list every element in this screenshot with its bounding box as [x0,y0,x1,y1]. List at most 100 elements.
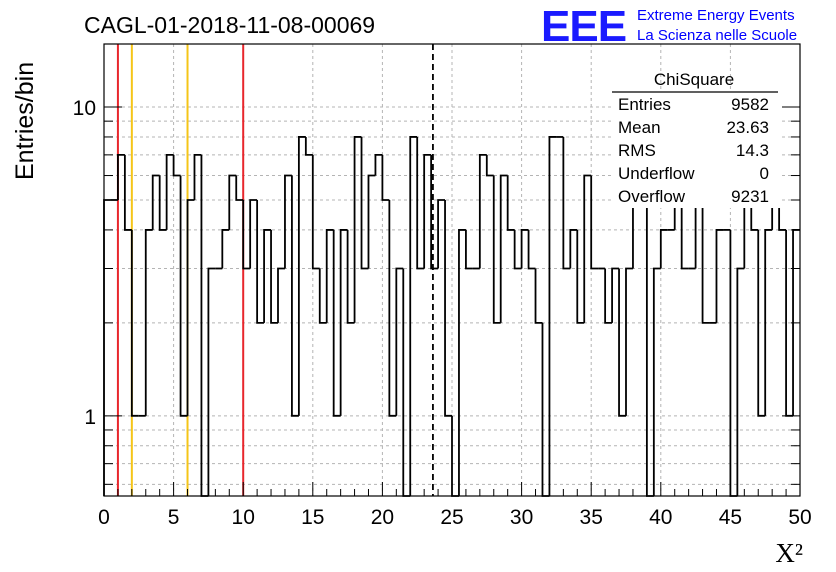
stats-label-rms: RMS [618,141,656,160]
histogram-bin [652,267,661,496]
y-tick-label: 10 [73,97,96,120]
stats-title: ChiSquare [654,70,734,89]
histogram-bin [402,268,411,497]
histogram-bin [284,174,292,269]
x-tick-label: 5 [168,506,180,529]
histogram-bin [485,154,494,177]
histogram-bin [172,154,181,177]
stats-box-background [612,90,782,208]
stats-row: Entries 9582 [618,95,769,114]
stats-row: RMS 14.3 [618,141,769,160]
stats-value-overflow: 9231 [731,187,769,206]
x-tick-labels: 0 5 10 15 20 25 30 35 40 45 50 [98,506,812,529]
stats-row: Overflow 9231 [618,187,769,206]
axis-ticks [103,106,801,496]
x-axis-title: X² [775,538,803,568]
histogram-bin [541,322,550,497]
histogram-bin [513,229,522,270]
histogram-bin [729,229,738,497]
histogram-bin [367,174,376,269]
stats-value-mean: 23.63 [726,118,769,137]
histogram-bin [569,229,578,269]
histogram-bin [332,229,341,417]
stats-row: Underflow 0 [618,164,769,183]
histogram-bin [277,267,285,323]
histogram-bin [242,199,251,270]
histogram-bin [325,229,334,323]
histogram-bin [346,229,355,324]
histogram-bin [158,175,167,231]
histogram-bin [409,136,418,496]
histogram-bin [625,267,633,416]
stats-value-entries: 9582 [731,95,769,114]
histogram-bin [291,175,299,417]
histogram-bin [297,136,306,416]
histogram-bin [123,154,132,231]
histogram-bin [499,174,508,323]
histogram-bin [388,199,397,417]
stats-label-mean: Mean [618,118,661,137]
histogram-bin [506,175,515,231]
histogram-bin [256,199,265,324]
histogram-bin [207,267,216,496]
histogram-bin [465,229,473,270]
histogram-bin [611,267,620,323]
eee-logo: EEE [541,2,626,51]
histogram-bin [200,154,209,497]
stats-row: Mean 23.63 [618,118,769,137]
histogram-bin [520,229,529,269]
histogram-bin [659,229,668,269]
histogram-bin [270,229,278,324]
histogram-bin [186,199,195,416]
histogram-bin [374,153,383,176]
histogram-bin [221,229,230,269]
stats-value-underflow: 0 [760,164,769,183]
histogram-bin [235,175,244,201]
histogram-bin [576,229,585,324]
histogram-bin [715,229,724,323]
histogram-bin [117,153,125,200]
histogram-bin [144,229,153,416]
histogram-bin [562,136,571,270]
histogram-bin [492,175,501,324]
histogram-bin [590,175,599,270]
x-tick-label: 20 [371,506,394,529]
y-tick-label: 1 [84,406,96,429]
run-title: CAGL-01-2018-11-08-00069 [84,12,375,38]
histogram-bin [360,136,369,270]
histogram-bin [527,229,536,270]
x-tick-label: 40 [649,506,672,529]
histogram-bin [534,268,543,324]
histogram-bin [583,174,592,323]
histogram-bin [318,268,327,324]
y-axis-title: Entries/bin [11,62,39,180]
stats-label-overflow: Overflow [618,187,686,206]
y-tick-labels: 1 10 [73,97,96,429]
histogram-bin [179,175,188,417]
histogram-bin [381,154,390,201]
histogram-bin [618,268,626,417]
histogram-bin [353,136,362,323]
histogram-bin [304,136,313,156]
x-tick-label: 0 [98,506,110,529]
histogram-bin [764,229,773,416]
histogram-bin [130,229,139,417]
x-tick-label: 35 [580,506,603,529]
histogram-bin [228,174,237,230]
x-tick-label: 30 [510,506,533,529]
histogram-bin [458,229,466,496]
histogram-bin [151,174,160,230]
stats-value-rms: 14.3 [736,141,769,160]
histogram-bin [757,229,766,417]
histogram-bin [478,153,487,269]
histogram-bin [423,153,432,269]
histogram-bin [430,154,439,270]
stats-label-entries: Entries [618,95,671,114]
histogram-bin [604,268,613,324]
logo-line-1: Extreme Energy Events [637,7,795,24]
x-tick-label: 50 [788,506,811,529]
histogram-bin [103,199,111,496]
logo-line-2: La Scienza nelle Scuole [637,27,797,44]
histogram-bin [249,199,258,269]
